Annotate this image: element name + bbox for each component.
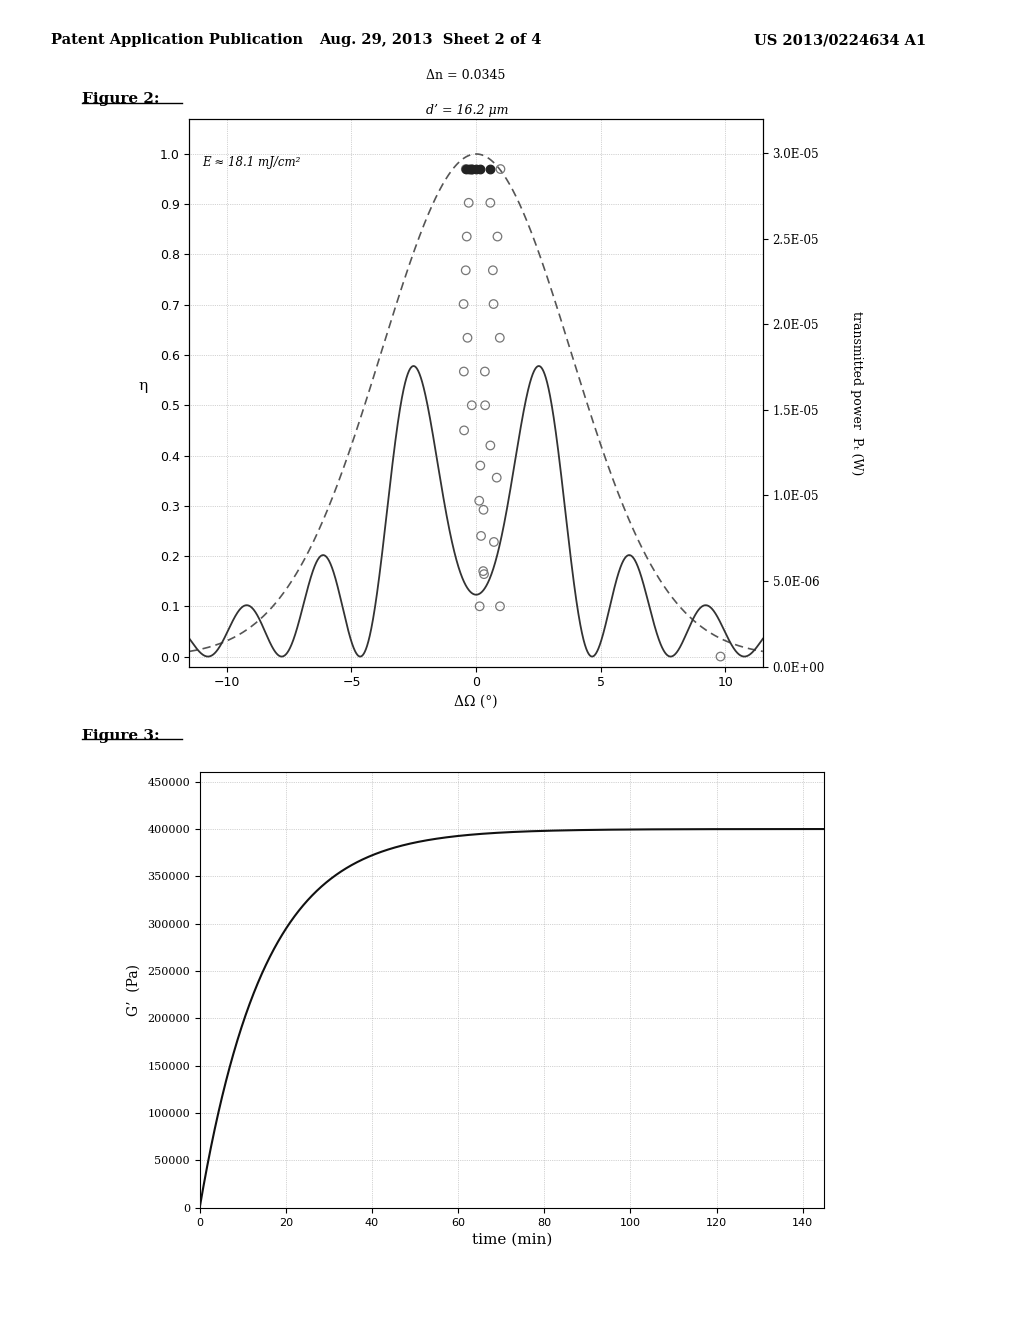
Point [488, 467, 505, 488]
Point [458, 158, 474, 180]
Y-axis label: G’  (Pa): G’ (Pa) [126, 964, 140, 1016]
Y-axis label: η: η [138, 379, 147, 393]
Point [461, 158, 477, 180]
Point [458, 158, 474, 180]
Point [482, 193, 499, 214]
Point [458, 260, 474, 281]
Text: Figure 2:: Figure 2: [82, 92, 160, 107]
Point [485, 293, 502, 314]
X-axis label: time (min): time (min) [472, 1233, 552, 1247]
Point [475, 499, 492, 520]
Point [492, 595, 508, 616]
Point [471, 595, 487, 616]
Point [468, 158, 484, 180]
Point [460, 327, 476, 348]
Point [456, 293, 472, 314]
Text: US 2013/0224634 A1: US 2013/0224634 A1 [754, 33, 926, 48]
Y-axis label: transmitted power  Pₜ (W): transmitted power Pₜ (W) [850, 310, 863, 475]
Point [471, 490, 487, 511]
Point [464, 395, 480, 416]
Text: Aug. 29, 2013  Sheet 2 of 4: Aug. 29, 2013 Sheet 2 of 4 [318, 33, 542, 48]
Text: Patent Application Publication: Patent Application Publication [51, 33, 303, 48]
Point [463, 158, 479, 180]
Point [475, 561, 492, 582]
Text: E ≈ 18.1 mJ/cm²: E ≈ 18.1 mJ/cm² [202, 157, 300, 169]
Text: Δn = 0.0345: Δn = 0.0345 [426, 69, 506, 82]
Point [713, 645, 729, 667]
Point [481, 158, 498, 180]
Point [459, 226, 475, 247]
Text: Figure 3:: Figure 3: [82, 729, 160, 743]
Point [484, 260, 501, 281]
Point [493, 158, 509, 180]
Point [492, 327, 508, 348]
Point [485, 532, 502, 553]
Point [464, 158, 480, 180]
Point [477, 395, 494, 416]
Point [471, 158, 487, 180]
Point [489, 226, 506, 247]
Point [461, 193, 477, 214]
Text: d’ = 16.2 μm: d’ = 16.2 μm [426, 104, 509, 116]
Point [476, 564, 493, 585]
X-axis label: ΔΩ (°): ΔΩ (°) [455, 694, 498, 709]
Point [472, 455, 488, 477]
Point [482, 434, 499, 455]
Point [456, 360, 472, 381]
Point [477, 360, 494, 381]
Point [456, 420, 472, 441]
Point [473, 525, 489, 546]
